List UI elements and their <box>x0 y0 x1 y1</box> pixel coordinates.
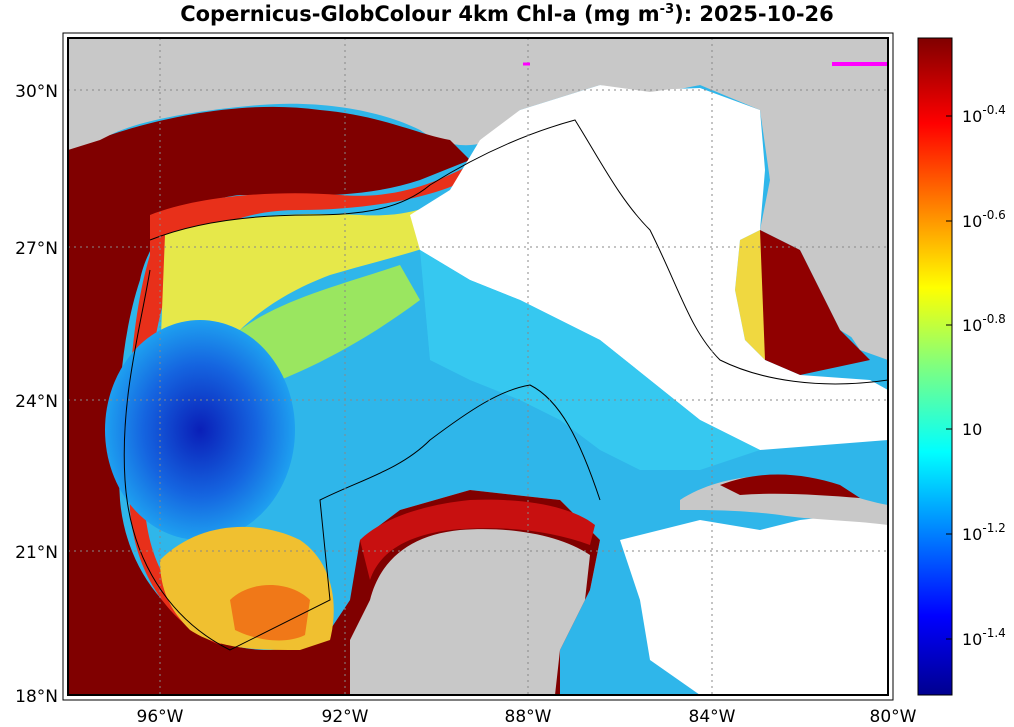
lat-tick-24: 24°N <box>15 392 58 412</box>
north-coast-land <box>68 38 888 150</box>
longitude-labels: 96°W 92°W 88°W 84°W 80°W <box>137 707 917 727</box>
lat-tick-21: 21°N <box>15 543 58 563</box>
map-outer-frame <box>62 32 894 701</box>
cuba-shelf-high-chl <box>720 474 860 498</box>
lon-tick-92: 92°W <box>322 707 369 727</box>
lat-tick-27: 27°N <box>15 239 58 259</box>
graticule <box>68 38 888 695</box>
yucatan-land <box>350 529 590 695</box>
eez-boundary <box>149 119 888 385</box>
colorbar-label-2: 10-0.6 <box>962 208 1006 231</box>
coastal-mid-chl <box>128 165 470 645</box>
lat-tick-30: 30°N <box>15 82 58 102</box>
lon-tick-80: 80°W <box>870 707 917 727</box>
yucatan-shelf-red <box>360 499 595 580</box>
shelf-green <box>240 265 420 380</box>
colorbar-label-3: 10-0.8 <box>962 312 1006 335</box>
colorbar-label-4: 10 <box>962 420 982 439</box>
colorbar-label-1: 10-0.4 <box>962 103 1006 126</box>
map-title: Copernicus-GlobColour 4km Chl-a (mg m-3)… <box>0 2 1014 26</box>
colorbar-label-6: 10-1.4 <box>962 626 1006 649</box>
colorbar-gradient <box>917 37 953 696</box>
title-prefix: Copernicus-GlobColour 4km Chl-a (mg m <box>180 2 660 26</box>
title-suffix: ): 2025-10-26 <box>674 2 834 26</box>
lon-tick-96: 96°W <box>137 707 184 727</box>
shelf-yellow-green <box>160 185 470 360</box>
campeche-orange <box>230 585 310 641</box>
title-exponent: -3 <box>659 2 675 17</box>
map-frame <box>67 37 889 696</box>
colorbar-label-5: 10-1.2 <box>962 521 1006 544</box>
latitude-labels: 30°N 27°N 24°N 21°N 18°N <box>15 82 58 707</box>
no-data-southeast <box>620 510 888 695</box>
western-gulf-low-chl <box>105 320 295 540</box>
no-data-cloud <box>410 85 888 450</box>
colorbar: 10-0.4 10-0.6 10-0.8 10 10-1.2 10-1.4 <box>917 37 1006 696</box>
lon-tick-88: 88°W <box>505 707 552 727</box>
loop-current-low-chl <box>420 250 760 470</box>
florida-land <box>765 60 888 360</box>
florida-shelf-high-chl <box>750 230 870 375</box>
eez-boundary-south <box>123 269 601 651</box>
map-panel <box>68 38 888 695</box>
lon-tick-84: 84°W <box>689 707 736 727</box>
lat-tick-18: 18°N <box>15 687 58 707</box>
